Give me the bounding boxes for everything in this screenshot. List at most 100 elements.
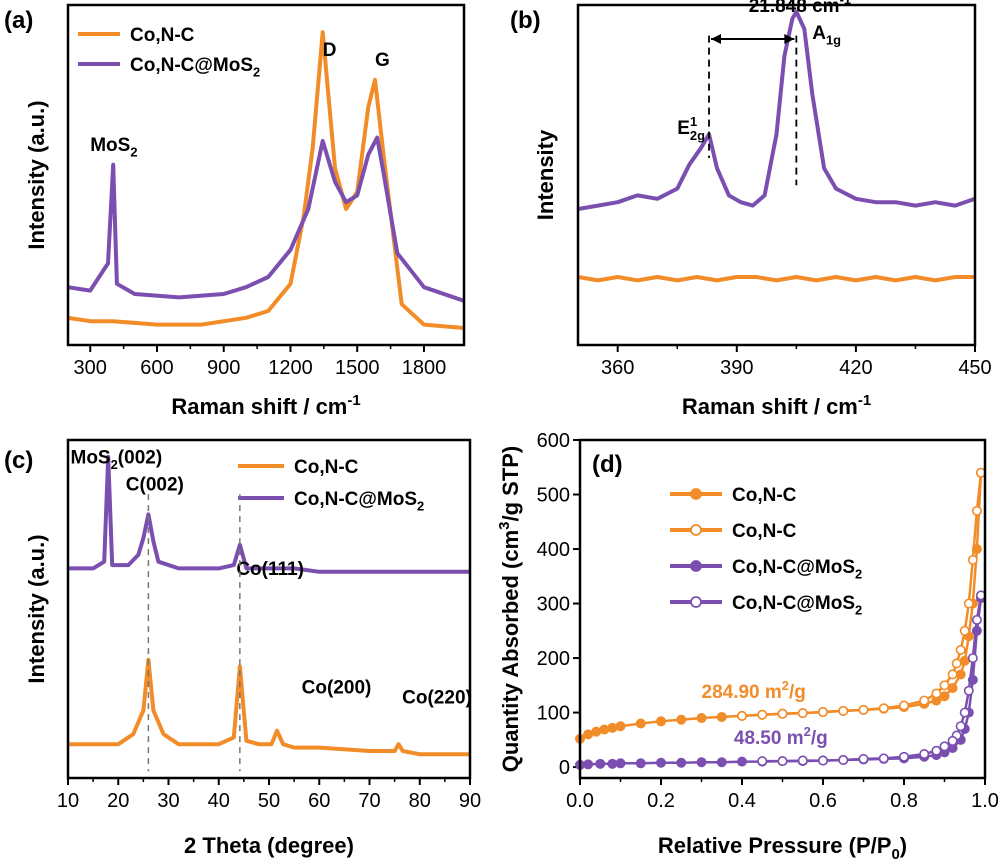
legend-label: Co,N-C [732, 485, 797, 506]
x-tick-label: 360 [601, 357, 634, 379]
data-point [615, 721, 626, 732]
data-point [858, 704, 869, 715]
data-point [777, 756, 788, 767]
annotation: MoS2 [90, 135, 137, 159]
x-tick-label: 10 [57, 790, 79, 812]
y-axis-label: Intensity [533, 129, 558, 220]
data-point [939, 691, 950, 702]
y-tick-label: 100 [537, 703, 570, 725]
data-point [967, 653, 978, 664]
data-point [595, 758, 606, 769]
legend-label: Co,N-C [130, 25, 195, 46]
legend-label: Co,N-C [732, 521, 797, 542]
data-point [676, 757, 687, 768]
panel-tag: (c) [4, 447, 33, 474]
data-point [635, 758, 646, 769]
data-point [696, 757, 707, 768]
data-point [716, 757, 727, 768]
panel-c: (c) 10 20 30 40 50 60 70 80 90 2 Theta (degree) Int… [4, 438, 481, 858]
data-point [757, 756, 768, 767]
data-point [947, 735, 958, 746]
arrow-head-right [784, 34, 795, 44]
panel-tag: (b) [510, 7, 541, 34]
data-point [817, 755, 828, 766]
data-point [757, 709, 768, 720]
annotation: Co(220) [402, 688, 472, 709]
legend-label: Co,N-C@MoS2 [294, 489, 424, 513]
data-point [583, 759, 594, 770]
annotation: D [323, 40, 337, 61]
data-point [777, 708, 788, 719]
x-tick-label: 300 [74, 357, 107, 379]
legend-label: Co,N-C@MoS2 [130, 55, 260, 79]
x-tick-label: 40 [208, 790, 230, 812]
annotation: Co(111) [236, 559, 304, 580]
x-tick-label: 1.0 [971, 790, 999, 812]
annotation: 48.50 m2/g [734, 724, 828, 749]
x-tick-label: 420 [839, 357, 872, 379]
data-point [947, 669, 958, 680]
data-point [797, 755, 808, 766]
y-tick-label: 200 [537, 648, 570, 670]
plot-frame [576, 3, 977, 347]
panel-a: (a) 300 600 900 1200 1500 1800 Raman shift / cm… [4, 3, 466, 419]
legend-marker [690, 560, 702, 572]
x-tick-label: 20 [107, 790, 129, 812]
x-tick-label: 60 [308, 790, 330, 812]
annotation: Co(200) [302, 678, 372, 699]
y-axis-label: Quantity Absorbed (cm3/g STP) [496, 446, 523, 773]
x-tick-label: 900 [207, 357, 240, 379]
data-point [838, 705, 849, 716]
annotation: A1g [812, 23, 841, 47]
x-tick-label: 90 [459, 790, 481, 812]
data-point [599, 724, 610, 735]
data-point [696, 713, 707, 724]
data-point [591, 726, 602, 737]
legend-label: Co,N-C [294, 457, 359, 478]
x-tick-label: 390 [720, 357, 753, 379]
data-point [817, 707, 828, 718]
legend-marker [690, 596, 702, 608]
panel-b: (b) 360 390 420 450 Raman shift / cm-1 Intensi… [510, 0, 992, 419]
series-line-1 [578, 275, 975, 283]
data-point [951, 658, 962, 669]
x-tick-label: 450 [958, 357, 991, 379]
data-point [955, 721, 966, 732]
x-axis-label: Raman shift / cm-1 [682, 392, 871, 419]
data-point [971, 505, 982, 516]
data-point [797, 708, 808, 719]
data-point [878, 703, 889, 714]
data-point [931, 745, 942, 756]
data-point [655, 757, 666, 768]
y-tick-label: 400 [537, 539, 570, 561]
x-tick-label: 0.2 [647, 790, 675, 812]
y-tick-label: 0 [559, 757, 570, 779]
series-line-1 [68, 135, 464, 303]
panel-d: (d) 0.0 0.2 0.4 0.6 0.8 1.0 0 100 200 300 400 500 600… [496, 430, 999, 863]
data-point [939, 680, 950, 691]
x-tick-label: 1500 [335, 357, 380, 379]
annotation: MoS2(002) [71, 448, 163, 472]
series-line-0 [68, 30, 464, 330]
data-point [955, 644, 966, 655]
plot-frame [66, 438, 472, 780]
x-tick-label: 30 [157, 790, 179, 812]
data-point [931, 688, 942, 699]
panel-tag: (d) [592, 451, 623, 478]
data-point [878, 753, 889, 764]
data-point [838, 755, 849, 766]
x-axis-label: 2 Theta (degree) [184, 833, 354, 858]
data-point [967, 554, 978, 565]
data-point [635, 718, 646, 729]
data-point [607, 722, 618, 733]
x-axis-label: Relative Pressure (P/P0) [658, 833, 907, 863]
data-point [898, 751, 909, 762]
data-point [947, 683, 958, 694]
legend-label: Co,N-C@MoS2 [732, 593, 862, 617]
panel-tag: (a) [4, 7, 33, 34]
y-tick-label: 300 [537, 594, 570, 616]
data-point [963, 685, 974, 696]
y-axis-label: Intensity (a.u.) [24, 534, 49, 683]
x-tick-label: 80 [409, 790, 431, 812]
